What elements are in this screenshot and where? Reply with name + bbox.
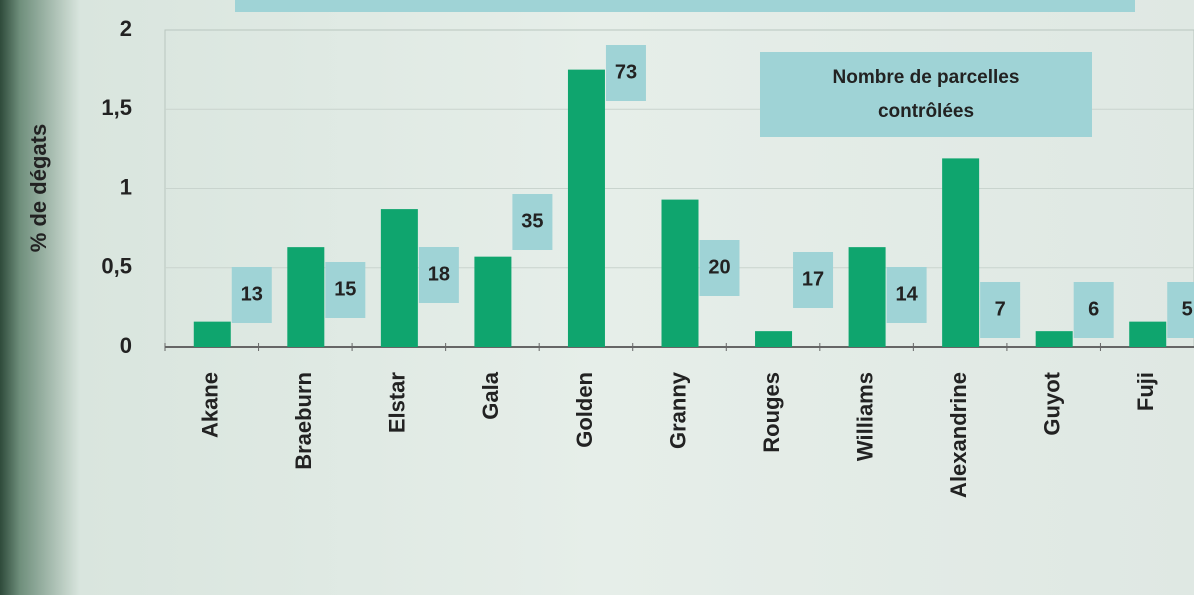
y-axis-label: % de dégats <box>26 124 51 252</box>
count-label: 73 <box>615 61 637 83</box>
x-tick-label: Elstar <box>385 372 410 434</box>
bar <box>849 247 886 347</box>
x-tick-label: Alexandrine <box>946 372 971 498</box>
count-label: 13 <box>241 283 263 305</box>
bar <box>474 257 511 347</box>
bar <box>194 322 231 347</box>
bar <box>755 331 792 347</box>
x-tick-label: Granny <box>665 371 690 449</box>
x-tick-label: Rouges <box>759 372 784 453</box>
bar <box>1129 322 1166 347</box>
bar <box>662 200 699 347</box>
bar <box>942 158 979 347</box>
bar <box>287 247 324 347</box>
y-tick-label: 1,5 <box>101 95 132 120</box>
count-label: 6 <box>1088 298 1099 320</box>
x-tick-label: Akane <box>198 372 223 438</box>
legend-box: Nombre de parcelles contrôlées <box>760 52 1092 137</box>
x-tick-label: Williams <box>852 372 877 461</box>
count-label: 35 <box>521 210 543 232</box>
count-label: 7 <box>995 298 1006 320</box>
count-label: 18 <box>428 263 450 285</box>
x-tick-label: Golden <box>572 372 597 448</box>
y-tick-label: 2 <box>120 16 132 41</box>
bar <box>568 70 605 347</box>
x-tick-label: Gala <box>478 371 503 419</box>
count-label: 20 <box>708 256 730 278</box>
x-tick-label: Guyot <box>1039 371 1064 435</box>
y-tick-label: 0,5 <box>101 254 132 279</box>
bar <box>381 209 418 347</box>
count-label: 5 <box>1182 298 1193 320</box>
bar <box>1036 331 1073 347</box>
y-tick-label: 1 <box>120 174 132 199</box>
page: % de dégats 0 0,5 1 1,5 2 Akane 13 Braeburn 15 El… <box>0 0 1194 595</box>
count-label: 14 <box>895 283 918 305</box>
title-box <box>235 0 1135 12</box>
x-tick-label: Braeburn <box>291 372 316 470</box>
count-label: 17 <box>802 268 824 290</box>
y-tick-label: 0 <box>120 333 132 358</box>
count-label: 15 <box>334 278 356 300</box>
x-tick-label: Fuji <box>1133 372 1158 411</box>
